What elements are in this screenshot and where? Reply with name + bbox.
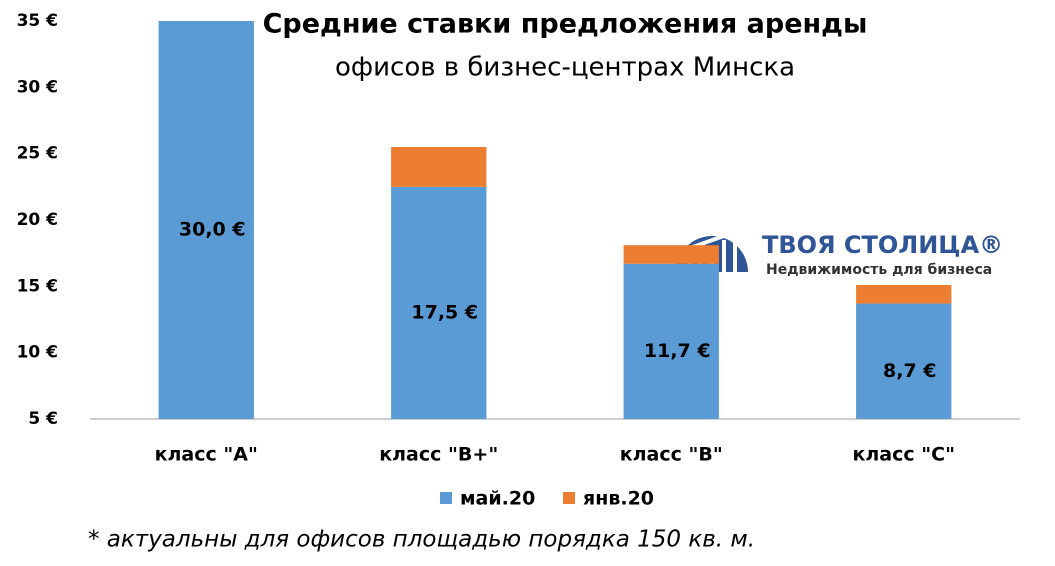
y-tick-label: 35 € xyxy=(17,11,58,31)
logo: ТВОЯ СТОЛИЦА® Недвижимость для бизнеса xyxy=(676,229,1003,278)
y-tick-label: 5 € xyxy=(28,409,58,429)
bar xyxy=(856,303,952,419)
data-label: 17,5 € xyxy=(411,301,478,323)
data-label: 8,7 € xyxy=(883,360,937,382)
bar xyxy=(158,21,254,419)
y-tick-label: 25 € xyxy=(17,144,58,164)
y-tick-label: 10 € xyxy=(17,343,58,363)
data-label: 11,7 € xyxy=(644,340,711,362)
data-label: 30,0 € xyxy=(179,219,246,241)
x-tick-label: класс "С" xyxy=(852,444,955,466)
x-tick-label: класс "В+" xyxy=(379,444,498,466)
legend-swatch xyxy=(440,492,452,504)
chart-title: Средние ставки предложения аренды xyxy=(263,9,868,40)
legend-label: янв.20 xyxy=(583,488,654,510)
chart-subtitle: офисов в бизнес-центрах Минска xyxy=(335,53,795,83)
legend-swatch xyxy=(563,492,575,504)
x-tick-label: класс "А" xyxy=(155,444,258,466)
footnote: * актуальны для офисов площадью порядка … xyxy=(88,527,755,553)
logo-tagline: Недвижимость для бизнеса xyxy=(766,262,992,278)
y-tick-label: 15 € xyxy=(17,276,58,296)
y-tick-label: 30 € xyxy=(17,77,58,97)
bar xyxy=(623,245,719,264)
bar xyxy=(391,186,487,419)
legend-label: май.20 xyxy=(460,488,535,510)
bar xyxy=(856,285,952,304)
y-tick-label: 20 € xyxy=(17,210,58,230)
logo-name: ТВОЯ СТОЛИЦА® xyxy=(762,231,1003,259)
bar xyxy=(623,263,719,419)
x-tick-label: класс "В" xyxy=(620,444,723,466)
bar xyxy=(391,147,487,187)
